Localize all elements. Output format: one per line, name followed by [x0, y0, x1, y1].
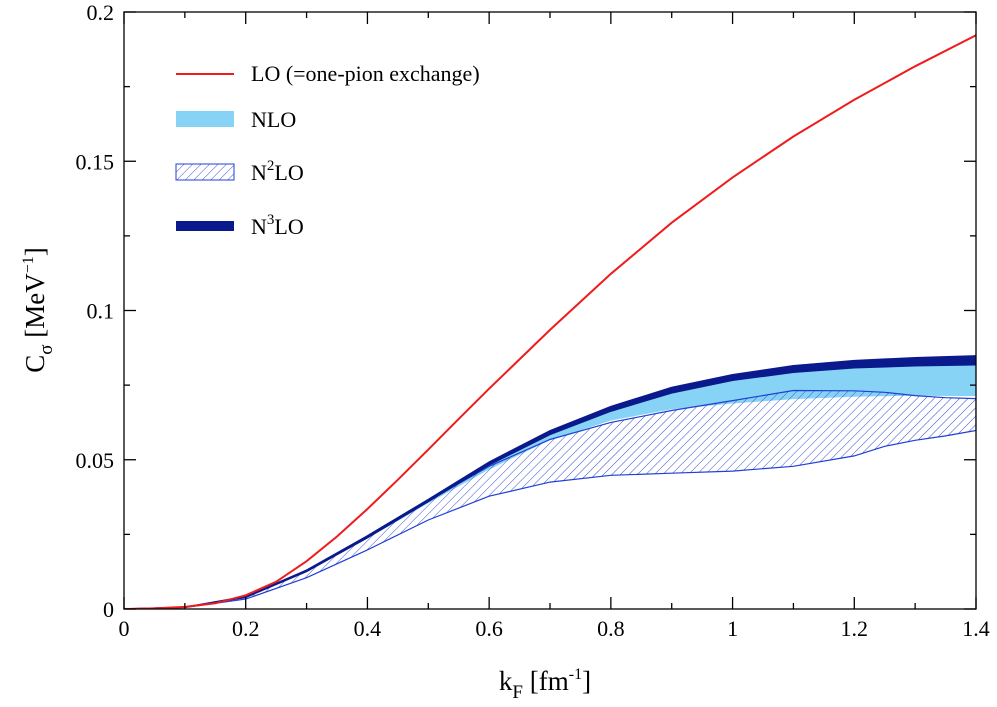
legend-n2lo-swatch: [175, 163, 235, 181]
plot-area: [124, 34, 976, 609]
x-axis-label: kF [fm-1]: [499, 666, 591, 703]
x-tick-label: 0.8: [597, 616, 625, 641]
lo-line: [124, 34, 976, 609]
y-tick-label: 0.05: [76, 448, 115, 473]
plot-frame: [123, 11, 977, 610]
axis-ticks: 0 0.2 0.4 0.6 0.8 1 1.2 1.4 0 0.05 0.1 0.15 0.2: [76, 0, 990, 641]
x-tick-label: 0.6: [475, 616, 503, 641]
x-tick-label: 1.4: [962, 616, 990, 641]
x-tick-label: 1: [727, 616, 738, 641]
n3lo-band: [124, 355, 976, 609]
legend-nlo-swatch: [176, 111, 234, 127]
n2lo-band: [124, 389, 976, 609]
legend-n3lo-label: N3LO: [251, 212, 304, 239]
x-tick-label: 0: [119, 616, 130, 641]
y-tick-label: 0.2: [87, 0, 115, 25]
x-tick-label: 0.2: [232, 616, 260, 641]
legend-n2lo-label: N2LO: [251, 158, 304, 185]
legend-lo-label: LO (=one-pion exchange): [251, 61, 480, 86]
x-tick-label: 0.4: [354, 616, 382, 641]
y-axis-label: Cσ [MeV−1]: [20, 247, 57, 373]
y-tick-label: 0: [103, 597, 114, 622]
x-tick-label: 1.2: [841, 616, 869, 641]
legend-nlo-label: NLO: [251, 107, 296, 132]
y-tick-label: 0.15: [76, 149, 115, 174]
legend: LO (=one-pion exchange) NLO N2LO N3LO: [175, 61, 480, 239]
y-tick-label: 0.1: [87, 299, 115, 324]
legend-n3lo-swatch: [176, 221, 234, 231]
